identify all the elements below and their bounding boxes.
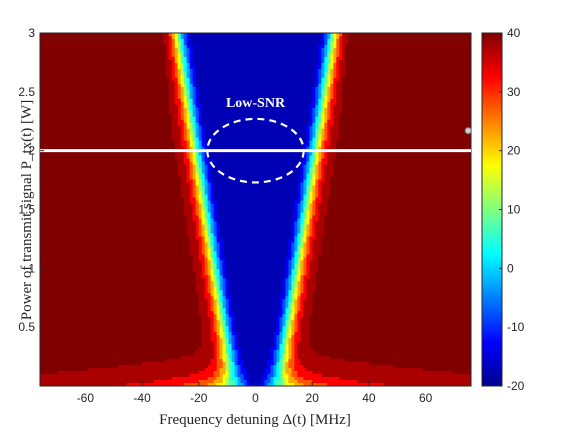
snr-heatmap xyxy=(40,33,472,387)
plot-area xyxy=(40,33,472,387)
